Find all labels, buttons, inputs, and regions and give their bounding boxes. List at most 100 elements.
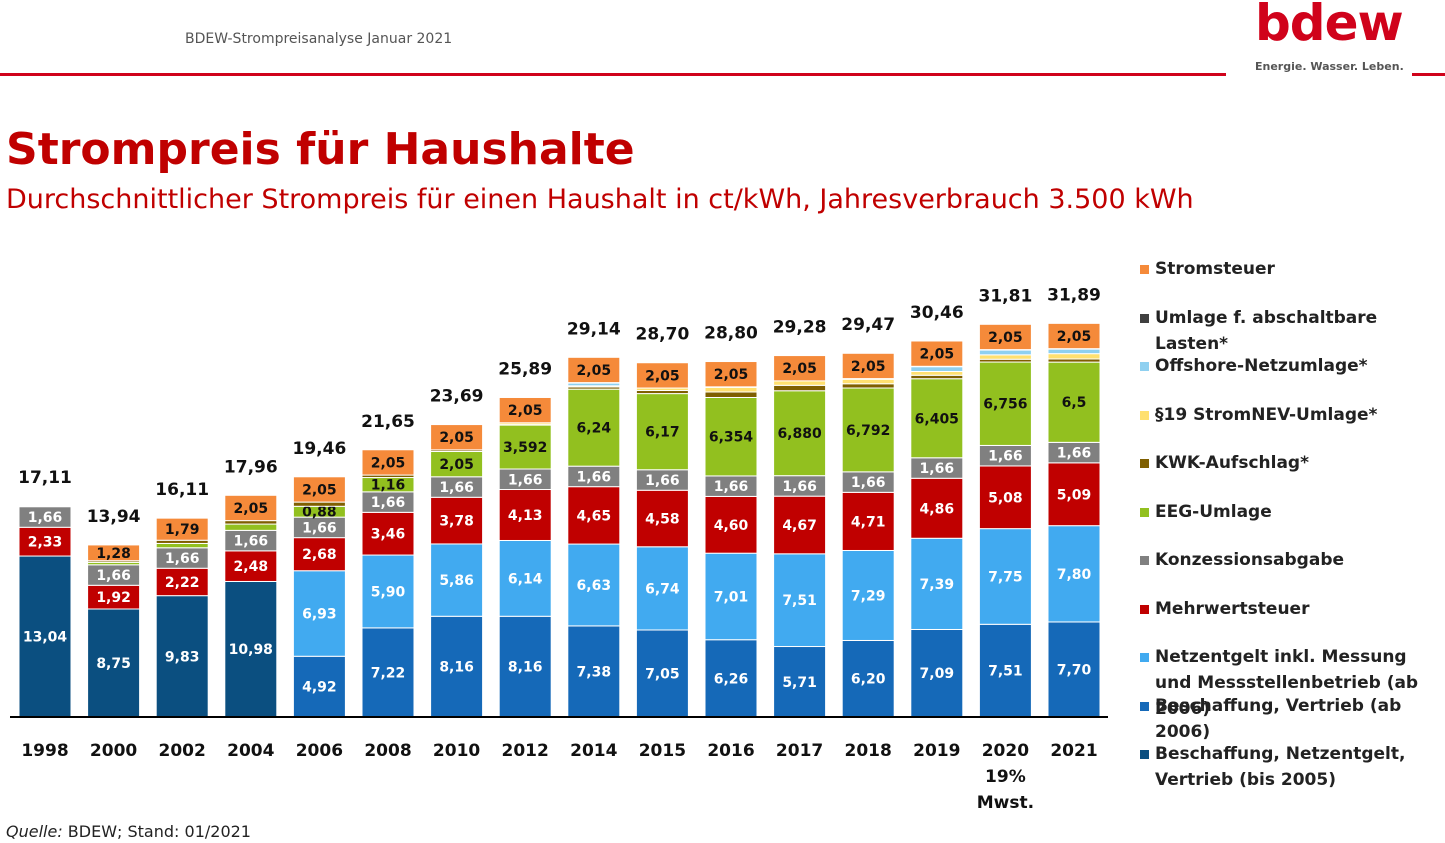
legend-marker xyxy=(1140,459,1149,468)
total-label: 31,81 xyxy=(979,286,1033,306)
data-label: 1,79 xyxy=(165,522,200,538)
bar-segment xyxy=(635,393,689,471)
x-tick-label: 2004 xyxy=(227,741,275,761)
bar-segment xyxy=(430,543,484,617)
bar-segment xyxy=(224,520,278,525)
legend-marker xyxy=(1140,701,1149,711)
legend-label: KWK-Aufschlag* xyxy=(1155,453,1309,473)
legend-label: Umlage f. abschaltbare Lasten* xyxy=(1155,307,1378,354)
data-label: 1,66 xyxy=(234,534,269,550)
bar-segment xyxy=(978,361,1032,446)
legend-label: Offshore-Netzumlage* xyxy=(1155,356,1368,376)
total-label: 31,89 xyxy=(1047,285,1101,305)
data-label: 4,92 xyxy=(302,680,337,696)
bar-segment xyxy=(1047,361,1101,443)
x-tick-label: 2015 xyxy=(638,741,687,761)
data-label: 2,48 xyxy=(234,559,269,575)
chart: 13,04 2,33 1,66 17,11 8,75 1,92 1,66 1,28 13,94 9… xyxy=(10,285,1108,718)
data-label: 3,592 xyxy=(503,440,547,456)
data-label: 4,67 xyxy=(782,518,817,534)
data-label: 1,92 xyxy=(96,590,131,606)
bar-segment xyxy=(430,424,484,451)
data-label: 1,66 xyxy=(988,449,1023,465)
data-label: 2,05 xyxy=(782,361,817,377)
data-label: 7,80 xyxy=(1057,567,1092,583)
data-label: 1,66 xyxy=(165,551,200,567)
bar-segment xyxy=(704,552,758,641)
legend-marker xyxy=(1140,265,1149,274)
data-label: 1,66 xyxy=(96,568,131,584)
data-label: 1,66 xyxy=(920,461,955,477)
bar-segment xyxy=(292,476,346,503)
bar-segment xyxy=(841,549,895,641)
data-label: 6,26 xyxy=(714,671,749,687)
data-label: 1,66 xyxy=(508,472,543,488)
bar-segment xyxy=(978,354,1032,360)
legend-label: Netzentgelt inkl. Messung und Messstelle… xyxy=(1155,647,1419,719)
data-label: 7,05 xyxy=(645,666,680,682)
source: Quelle: BDEW; Stand: 01/2021 xyxy=(6,822,251,841)
data-label: 8,16 xyxy=(508,660,543,676)
bar-segment xyxy=(1047,525,1101,623)
bar-segment xyxy=(910,374,964,380)
total-label: 28,80 xyxy=(704,324,758,344)
bar-segment xyxy=(18,526,72,557)
bar-segment xyxy=(910,378,964,459)
data-label: 6,93 xyxy=(302,606,337,622)
bar-segment xyxy=(773,380,827,386)
bar-segment xyxy=(224,580,278,718)
data-label: 2,05 xyxy=(851,359,886,375)
bar-segment xyxy=(292,537,346,572)
bar-segment xyxy=(978,528,1032,625)
data-label: 4,13 xyxy=(508,508,543,524)
x-tick-label: 2010 xyxy=(432,741,481,761)
bar-segment xyxy=(841,378,895,385)
header: BDEW-Strompreisanalyse Januar 2021 xyxy=(185,31,453,47)
data-label: 1,66 xyxy=(645,473,680,489)
bar-segment xyxy=(910,340,964,367)
bar-segment xyxy=(155,517,209,541)
data-label: 5,71 xyxy=(782,675,817,691)
data-label: 10,98 xyxy=(229,642,273,658)
bar-segment xyxy=(978,465,1032,530)
bar-segment xyxy=(635,546,689,631)
bar-segment xyxy=(841,383,895,389)
bar-segment xyxy=(978,623,1032,718)
total-label: 23,69 xyxy=(430,387,484,407)
bar-segment xyxy=(1047,353,1101,360)
x-tick-label: 1998 xyxy=(21,741,69,761)
data-label: 7,09 xyxy=(920,666,955,682)
x-tick-label: 2014 xyxy=(570,741,618,761)
bar-segment xyxy=(498,396,552,424)
bar-segment xyxy=(773,553,827,648)
data-label: 2,05 xyxy=(645,368,680,384)
data-label: 5,09 xyxy=(1057,487,1092,503)
data-label: 1,16 xyxy=(371,478,406,494)
legend-label: Beschaffung, Vertrieb (ab 2006) xyxy=(1155,695,1402,742)
x-tick-label: 2020 19% Mwst. xyxy=(976,741,1035,813)
data-label: 1,66 xyxy=(302,520,337,536)
logo: bdew xyxy=(1255,0,1404,52)
total-label: 28,70 xyxy=(636,325,690,345)
data-label: 7,38 xyxy=(577,664,612,680)
bar-segment xyxy=(704,391,758,398)
total-label: 29,14 xyxy=(567,319,621,339)
data-label: 6,17 xyxy=(645,425,680,441)
bar-segment xyxy=(155,595,209,718)
data-label: 6,880 xyxy=(777,426,822,442)
data-label: 6,354 xyxy=(709,430,754,446)
data-label: 6,20 xyxy=(851,672,886,688)
legend-marker xyxy=(1140,410,1149,420)
x-tick-label: 2002 xyxy=(158,741,206,761)
data-label: 6,405 xyxy=(915,411,959,427)
data-label: 1,66 xyxy=(439,480,474,496)
data-label: 2,05 xyxy=(439,457,474,473)
data-label: 2,33 xyxy=(28,535,63,551)
bar-segment xyxy=(910,477,964,539)
total-label: 17,96 xyxy=(224,457,278,477)
bar-segment xyxy=(841,491,895,551)
legend-label: EEG-Umlage xyxy=(1155,501,1272,522)
x-tick-label: 2017 xyxy=(775,741,824,761)
data-label: 2,05 xyxy=(234,501,269,517)
